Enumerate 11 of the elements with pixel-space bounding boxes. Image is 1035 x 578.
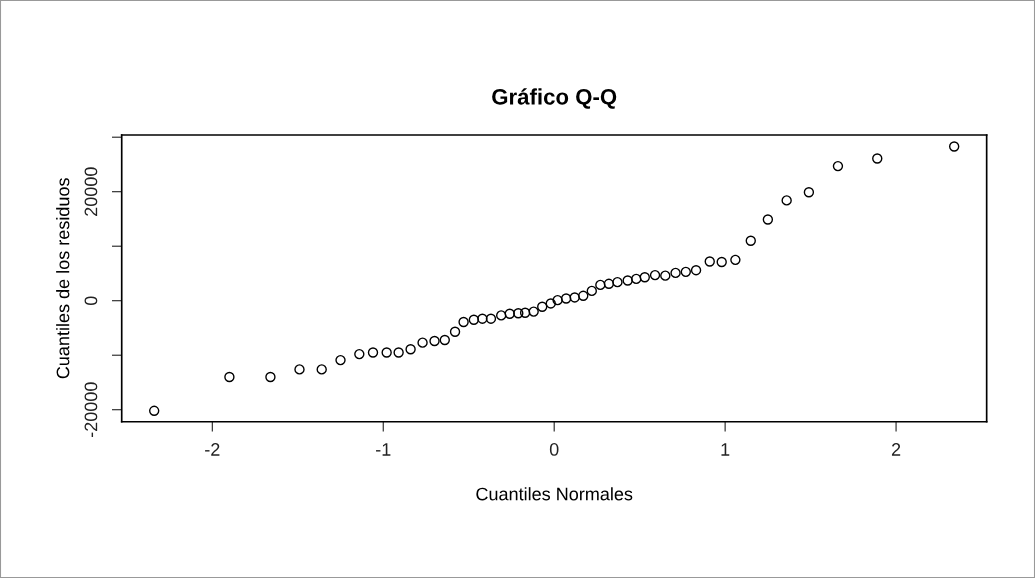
x-tick-label: -2: [205, 443, 220, 456]
x-axis-title: Cuantiles Normales: [476, 487, 633, 501]
x-tick-label: 1: [721, 443, 730, 456]
x-tick-label: 2: [891, 443, 901, 456]
y-tick-label: -20000: [84, 382, 98, 438]
x-tick-label: -1: [376, 443, 391, 456]
chart-title: Gráfico Q-Q: [492, 88, 617, 109]
y-tick-label: 0: [84, 296, 98, 306]
y-tick-label: 20000: [84, 167, 98, 216]
x-tick-label: 0: [549, 443, 559, 456]
y-axis-title: Cuantiles de los residuos: [56, 178, 70, 379]
